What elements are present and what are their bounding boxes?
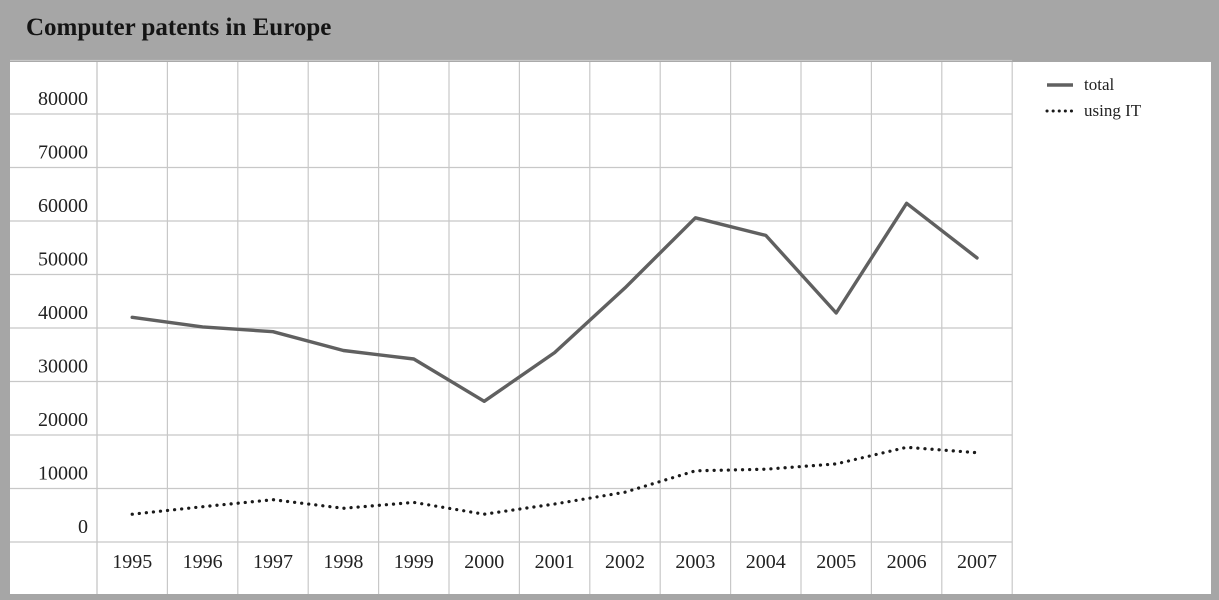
x-axis-ticks: 1995 1996 1997 1998 1999 2000 2001 2002 2003 2004… <box>112 551 997 573</box>
y-tick-label: 20000 <box>38 409 88 431</box>
x-tick-label: 1999 <box>394 551 434 573</box>
x-tick-label: 1997 <box>253 551 293 573</box>
y-tick-label: 60000 <box>38 195 88 217</box>
x-tick-label: 1998 <box>323 551 363 573</box>
series-line-using-it <box>130 445 979 516</box>
x-tick-label: 1995 <box>112 551 152 573</box>
y-tick-label: 10000 <box>38 463 88 485</box>
title-bar: Computer patents in Europe <box>0 0 1219 62</box>
chart-title: Computer patents in Europe <box>26 14 332 41</box>
legend: total using IT <box>1045 75 1142 120</box>
legend-label: using IT <box>1084 101 1142 120</box>
x-tick-label: 2000 <box>464 551 504 573</box>
y-tick-label: 70000 <box>38 142 88 164</box>
y-tick-label: 30000 <box>38 356 88 378</box>
series-line-total <box>130 201 979 403</box>
y-tick-label: 50000 <box>38 249 88 271</box>
x-tick-label: 2001 <box>535 551 575 573</box>
x-tick-label: 2006 <box>887 551 927 573</box>
x-tick-label: 2003 <box>675 551 715 573</box>
y-tick-label: 0 <box>78 516 88 538</box>
x-tick-label: 2005 <box>816 551 856 573</box>
series-lines <box>130 201 979 516</box>
x-tick-label: 2002 <box>605 551 645 573</box>
x-tick-label: 1996 <box>183 551 223 573</box>
legend-label: total <box>1084 75 1114 94</box>
y-tick-label: 80000 <box>38 88 88 110</box>
x-tick-label: 2004 <box>746 551 786 573</box>
y-tick-label: 40000 <box>38 302 88 324</box>
x-tick-label: 2007 <box>957 551 997 573</box>
y-axis-ticks: 0 10000 20000 30000 40000 50000 60000 70000 8000… <box>38 88 88 538</box>
